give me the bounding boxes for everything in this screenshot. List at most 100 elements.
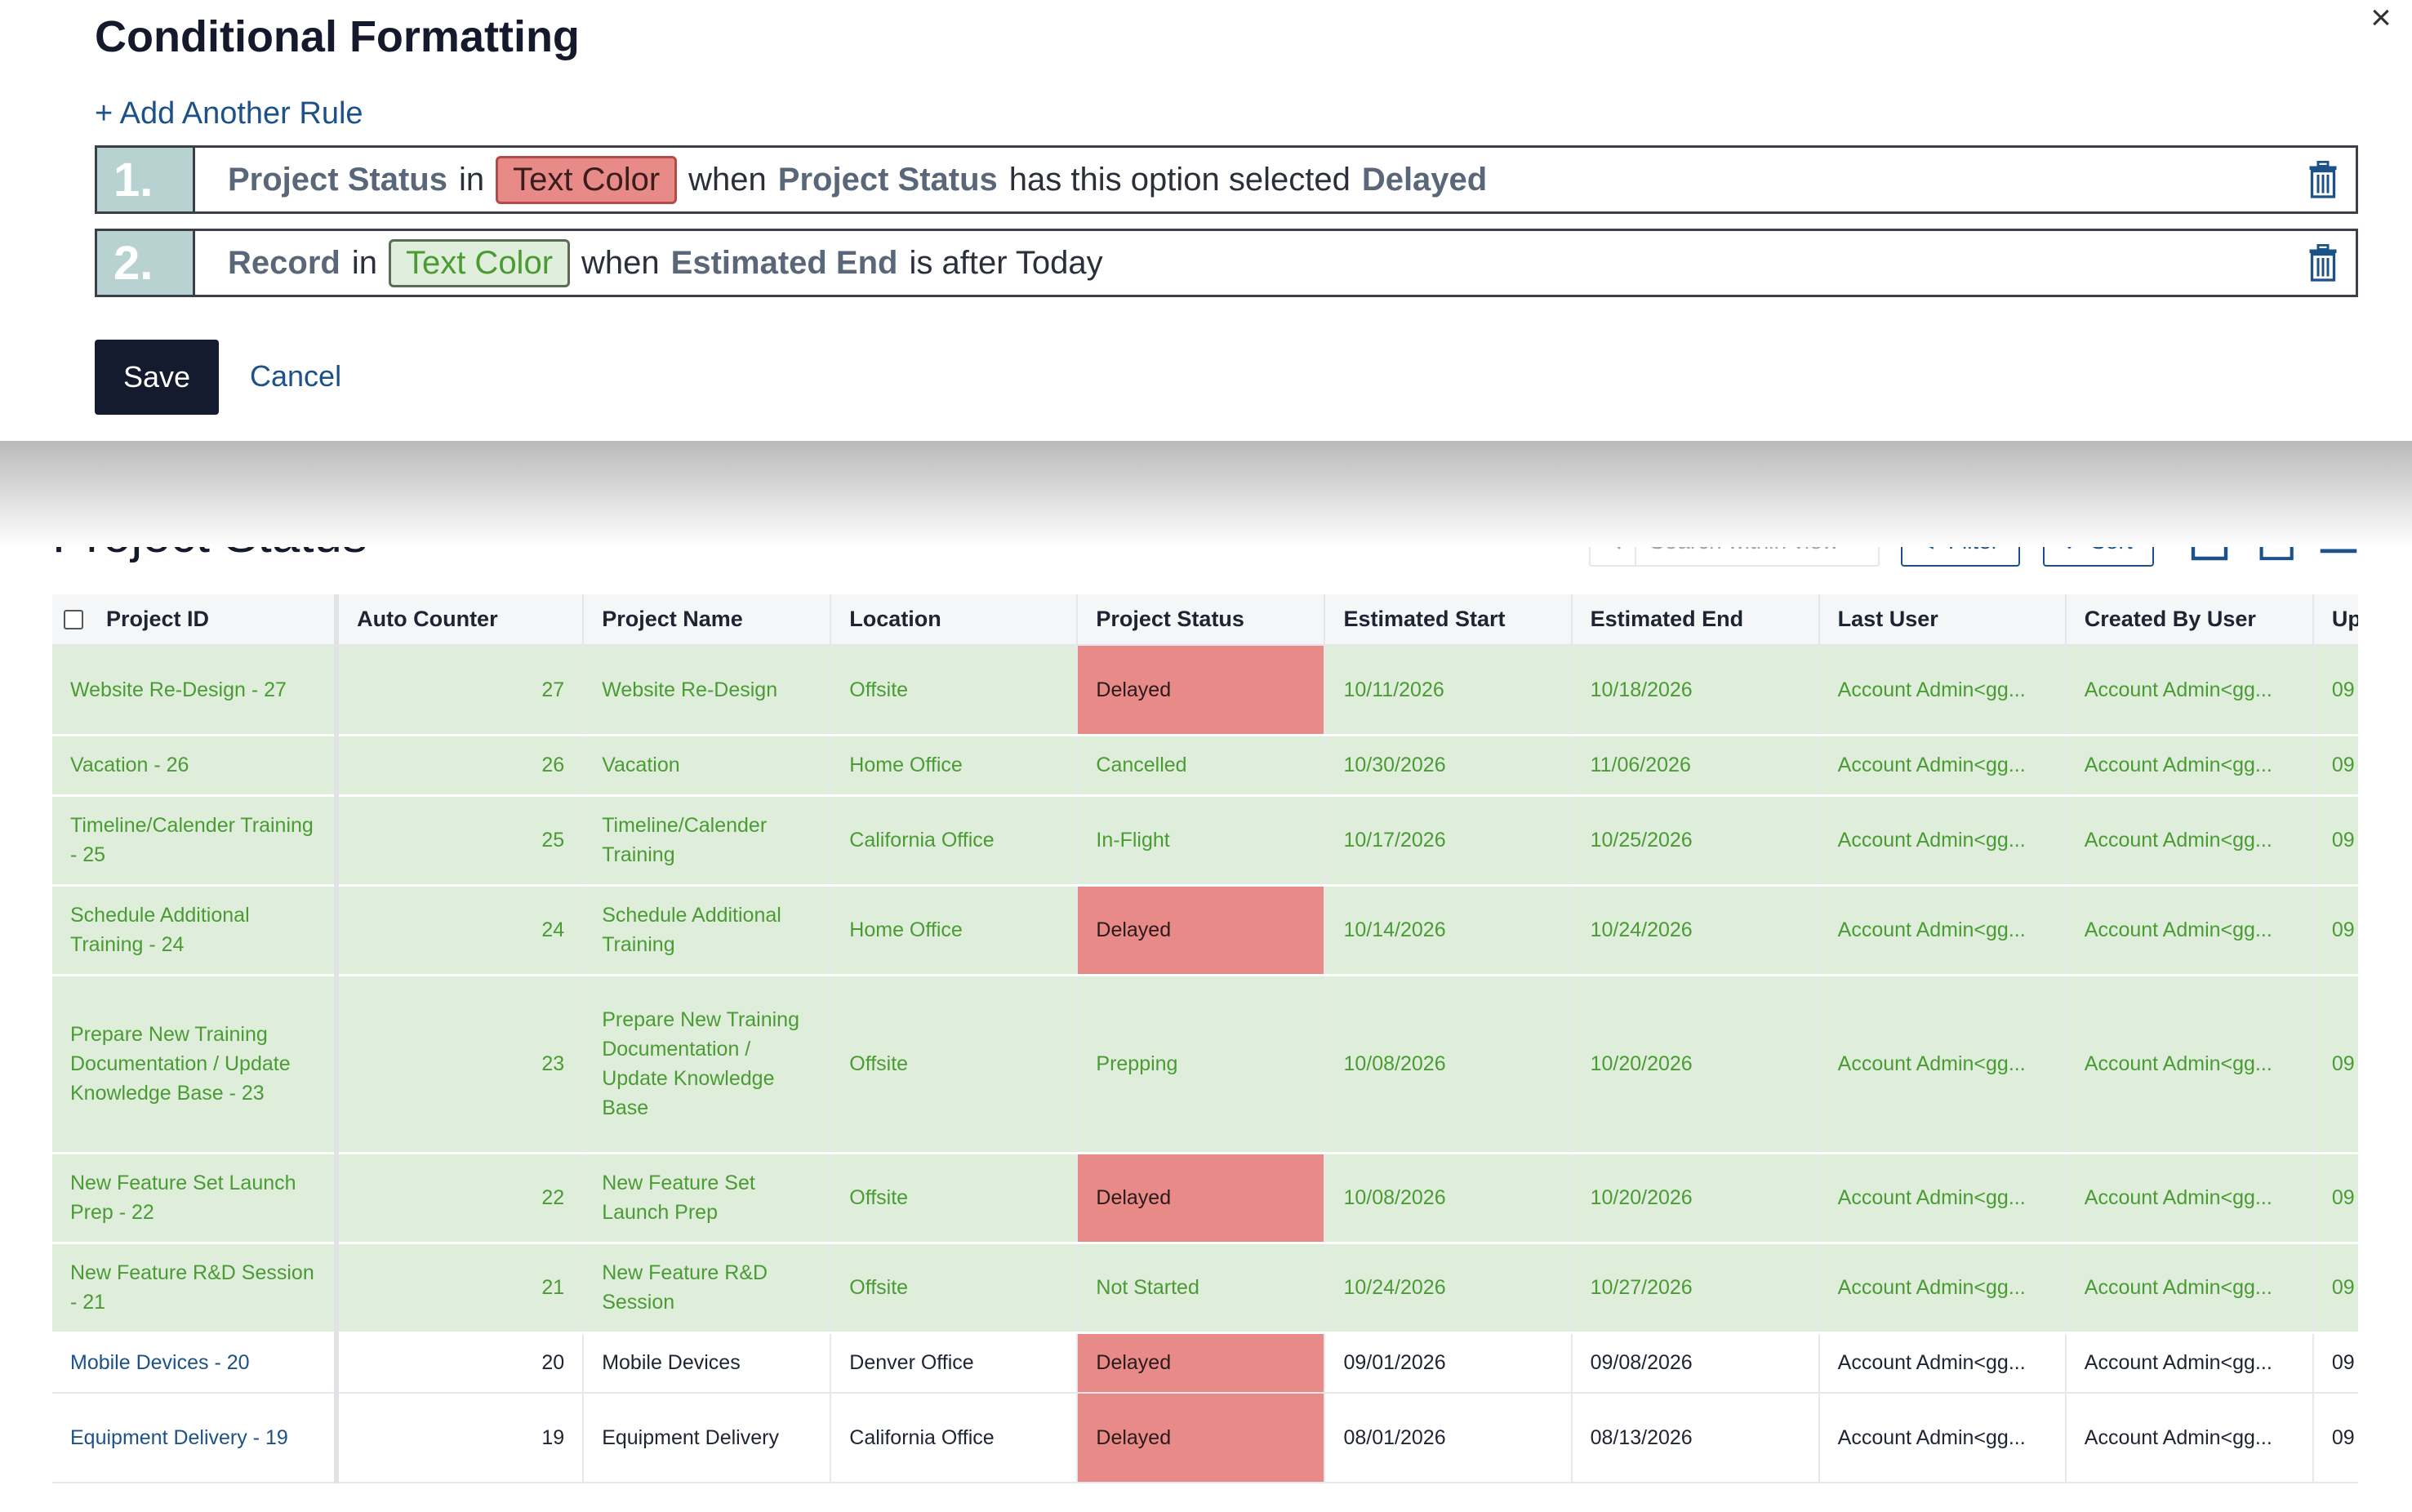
cell-updated: 09 xyxy=(2312,1153,2358,1244)
close-icon[interactable]: × xyxy=(2370,0,2392,38)
cancel-button[interactable]: Cancel xyxy=(250,359,342,393)
rule-in-word: in xyxy=(351,244,377,281)
rule-row-2[interactable]: 2. Record in Text Color when Estimated E… xyxy=(95,229,2358,297)
table-row[interactable]: New Feature R&D Session - 21 21 New Feat… xyxy=(52,1243,2358,1334)
table-row[interactable]: Schedule Additional Training - 24 24 Sch… xyxy=(52,885,2358,976)
cell-last-user: Account Admin<gg... xyxy=(1818,1153,2067,1244)
cell-project-id[interactable]: New Feature Set Launch Prep - 22 xyxy=(52,1153,340,1244)
rule-format-chip[interactable]: Text Color xyxy=(496,155,678,204)
cell-project-id[interactable]: Schedule Additional Training - 24 xyxy=(52,885,340,976)
cell-auto-counter: 26 xyxy=(336,735,585,797)
column-header-location[interactable]: Location xyxy=(830,594,1079,646)
cell-estimated-end: 10/20/2026 xyxy=(1571,1153,1820,1244)
cell-estimated-start: 08/01/2026 xyxy=(1324,1393,1573,1483)
cell-location: Offsite xyxy=(830,1153,1079,1244)
cell-location: Home Office xyxy=(830,885,1079,976)
cell-project-id[interactable]: Timeline/Calender Training - 25 xyxy=(52,795,340,887)
cell-estimated-end: 10/27/2026 xyxy=(1571,1243,1820,1334)
table-row[interactable]: Timeline/Calender Training - 25 25 Timel… xyxy=(52,795,2358,887)
cell-estimated-end: 09/08/2026 xyxy=(1571,1332,1820,1394)
cell-auto-counter: 24 xyxy=(336,885,585,976)
cell-auto-counter: 27 xyxy=(336,645,585,736)
cell-project-status: Cancelled xyxy=(1077,735,1326,797)
cell-location: Denver Office xyxy=(830,1332,1079,1394)
cell-estimated-start: 10/24/2026 xyxy=(1324,1243,1573,1334)
rule-number: 1. xyxy=(97,148,195,211)
cell-project-id[interactable]: Equipment Delivery - 19 xyxy=(52,1393,340,1483)
cell-estimated-start: 10/30/2026 xyxy=(1324,735,1573,797)
column-header-project-name[interactable]: Project Name xyxy=(583,594,832,646)
add-rule-link[interactable]: + Add Another Rule xyxy=(95,96,363,131)
cell-project-id[interactable]: New Feature R&D Session - 21 xyxy=(52,1243,340,1334)
header-row: Project ID Auto Counter Project Name Loc… xyxy=(52,594,2358,646)
column-header-updated[interactable]: Up xyxy=(2312,594,2358,646)
cell-estimated-end: 11/06/2026 xyxy=(1571,735,1820,797)
cell-created-by-user: Account Admin<gg... xyxy=(2065,645,2314,736)
table-row[interactable]: Vacation - 26 26 Vacation Home Office Ca… xyxy=(52,735,2358,797)
table-row[interactable]: Prepare New Training Documentation / Upd… xyxy=(52,975,2358,1154)
cell-project-id[interactable]: Vacation - 26 xyxy=(52,735,340,797)
rule-value[interactable]: Delayed xyxy=(1361,161,1488,198)
cell-project-status: Delayed xyxy=(1077,1153,1326,1244)
cell-updated: 09 xyxy=(2312,885,2358,976)
cell-project-name: Schedule Additional Training xyxy=(583,885,832,976)
cell-project-status: Delayed xyxy=(1077,645,1326,736)
table-row[interactable]: Equipment Delivery - 19 19 Equipment Del… xyxy=(52,1393,2358,1483)
table-row[interactable]: Mobile Devices - 20 20 Mobile Devices De… xyxy=(52,1332,2358,1394)
rule-row-1[interactable]: 1. Project Status in Text Color when Pro… xyxy=(95,145,2358,214)
cell-estimated-start: 10/08/2026 xyxy=(1324,975,1573,1154)
cell-created-by-user: Account Admin<gg... xyxy=(2065,1153,2314,1244)
table-row[interactable]: Website Re-Design - 27 27 Website Re-Des… xyxy=(52,645,2358,736)
cell-project-status: Prepping xyxy=(1077,975,1326,1154)
cell-location: Offsite xyxy=(830,645,1079,736)
cell-estimated-end: 10/25/2026 xyxy=(1571,795,1820,887)
cell-updated: 09 xyxy=(2312,795,2358,887)
cell-project-id[interactable]: Website Re-Design - 27 xyxy=(52,645,340,736)
cell-project-name: Timeline/Calender Training xyxy=(583,795,832,887)
table-row[interactable]: New Feature Set Launch Prep - 22 22 New … xyxy=(52,1153,2358,1244)
cell-estimated-start: 10/17/2026 xyxy=(1324,795,1573,887)
column-header-estimated-end[interactable]: Estimated End xyxy=(1571,594,1820,646)
rule-when-word: when xyxy=(688,161,767,198)
trash-icon[interactable] xyxy=(2308,161,2338,198)
cell-updated: 09 xyxy=(2312,1332,2358,1394)
column-header-last-user[interactable]: Last User xyxy=(1818,594,2067,646)
column-header-auto-counter[interactable]: Auto Counter xyxy=(336,594,585,646)
cell-location: California Office xyxy=(830,795,1079,887)
cell-updated: 09 xyxy=(2312,1243,2358,1334)
rule-condition-field[interactable]: Estimated End xyxy=(670,244,898,281)
rule-target-field[interactable]: Project Status xyxy=(228,161,447,198)
cell-location: Home Office xyxy=(830,735,1079,797)
rule-operator[interactable]: is after Today xyxy=(909,244,1103,281)
column-header-project-status[interactable]: Project Status xyxy=(1077,594,1326,646)
save-button[interactable]: Save xyxy=(95,340,219,415)
column-header-estimated-start[interactable]: Estimated Start xyxy=(1324,594,1573,646)
cell-auto-counter: 20 xyxy=(336,1332,585,1394)
cell-created-by-user: Account Admin<gg... xyxy=(2065,1243,2314,1334)
cell-estimated-start: 10/11/2026 xyxy=(1324,645,1573,736)
rule-operator[interactable]: has this option selected xyxy=(1008,161,1351,198)
rule-format-chip[interactable]: Text Color xyxy=(388,238,571,287)
cell-project-status: In-Flight xyxy=(1077,795,1326,887)
cell-updated: 09 xyxy=(2312,975,2358,1154)
trash-icon[interactable] xyxy=(2308,244,2338,282)
cell-auto-counter: 22 xyxy=(336,1153,585,1244)
rule-in-word: in xyxy=(458,161,485,198)
rule-when-word: when xyxy=(581,244,660,281)
cell-project-id[interactable]: Mobile Devices - 20 xyxy=(52,1332,340,1394)
cell-updated: 09 xyxy=(2312,735,2358,797)
select-all-checkbox[interactable] xyxy=(64,610,83,629)
column-header-project-id[interactable]: Project ID xyxy=(52,594,340,646)
cell-updated: 09 xyxy=(2312,1393,2358,1483)
rule-condition-field[interactable]: Project Status xyxy=(777,161,998,198)
cell-auto-counter: 25 xyxy=(336,795,585,887)
cell-project-name: Mobile Devices xyxy=(583,1332,832,1394)
cell-project-id[interactable]: Prepare New Training Documentation / Upd… xyxy=(52,975,340,1154)
rule-target-field[interactable]: Record xyxy=(228,244,340,281)
cell-project-status: Delayed xyxy=(1077,885,1326,976)
cell-location: California Office xyxy=(830,1393,1079,1483)
cell-last-user: Account Admin<gg... xyxy=(1818,735,2067,797)
cell-last-user: Account Admin<gg... xyxy=(1818,645,2067,736)
column-header-created-by-user[interactable]: Created By User xyxy=(2065,594,2314,646)
cell-project-name: Equipment Delivery xyxy=(583,1393,832,1483)
